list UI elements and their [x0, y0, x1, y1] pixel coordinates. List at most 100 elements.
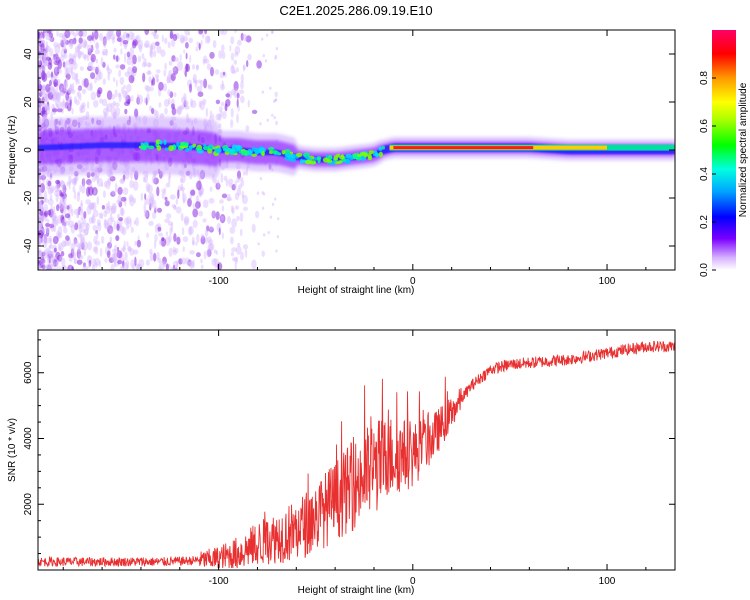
noise-speck: [79, 92, 82, 102]
noise-speck: [95, 75, 102, 81]
noise-speck: [64, 101, 69, 109]
noise-speck: [45, 227, 50, 237]
noise-speck: [145, 97, 148, 106]
noise-speck: [88, 202, 95, 211]
noise-speck: [184, 100, 189, 107]
noise-speck: [95, 173, 98, 181]
noise-speck: [70, 178, 76, 184]
noise-speck: [79, 104, 84, 114]
noise-speck: [220, 215, 224, 221]
noise-speck: [233, 257, 238, 262]
noise-speck: [83, 228, 89, 236]
noise-speck: [47, 209, 52, 216]
noise-speck: [183, 217, 189, 226]
noise-speck: [120, 178, 125, 183]
noise-speck: [196, 233, 200, 243]
noise-speck: [43, 54, 47, 62]
noise-speck: [206, 35, 211, 43]
noise-speck: [273, 116, 276, 120]
noise-speck: [148, 198, 154, 208]
noise-speck: [191, 236, 195, 246]
noise-speck: [179, 186, 186, 192]
noise-speck: [72, 32, 79, 37]
noise-speck: [43, 30, 48, 37]
noise-speck: [56, 180, 61, 189]
noise-speck: [107, 200, 110, 209]
noise-speck: [172, 33, 178, 42]
noise-speck: [114, 89, 118, 98]
noise-speck: [211, 113, 215, 123]
noise-speck: [102, 38, 107, 48]
noise-speck: [196, 41, 199, 46]
noise-speck: [221, 205, 225, 212]
noise-speck: [124, 217, 130, 225]
noise-speck: [230, 236, 234, 245]
noise-speck: [155, 110, 159, 118]
noise-speck: [47, 91, 54, 100]
noise-speck: [154, 205, 158, 212]
noise-speck: [41, 235, 48, 243]
noise-speck: [164, 37, 168, 45]
noise-speck: [168, 234, 172, 243]
noise-speck: [170, 266, 175, 270]
noise-speck: [39, 66, 42, 74]
noise-speck: [38, 187, 41, 196]
noise-speck: [91, 214, 95, 224]
noise-speck: [219, 214, 226, 224]
noise-speck: [53, 205, 56, 215]
band-mid: [38, 128, 675, 169]
noise-speck: [44, 114, 48, 120]
noise-speck: [218, 106, 223, 113]
noise-speck: [74, 175, 79, 182]
noise-speck: [207, 236, 212, 244]
noise-speck: [53, 215, 59, 225]
ridge-blob: [296, 152, 303, 158]
ridge-blob: [140, 142, 144, 146]
noise-speck: [47, 62, 53, 70]
noise-speck: [115, 55, 119, 62]
noise-speck: [216, 250, 219, 256]
noise-speck: [55, 251, 61, 261]
noise-speck: [112, 252, 118, 262]
ridge-blob: [305, 155, 311, 160]
noise-speck: [106, 66, 110, 71]
noise-speck: [46, 264, 52, 270]
noise-speck: [192, 203, 195, 209]
noise-speck: [171, 204, 176, 208]
noise-speck: [157, 207, 162, 213]
noise-speck: [196, 180, 202, 191]
noise-speck: [38, 182, 41, 192]
noise-speck: [86, 179, 92, 186]
noise-speck: [91, 264, 96, 270]
noise-speck: [198, 100, 202, 108]
noise-speck: [161, 192, 165, 200]
noise-speck: [153, 252, 157, 262]
noise-speck: [174, 205, 177, 210]
noise-speck: [79, 232, 83, 242]
noise-speck: [56, 30, 59, 37]
ridge-blob: [233, 148, 239, 154]
noise-speck: [80, 199, 83, 207]
noise-speck: [239, 212, 244, 223]
noise-speck: [188, 37, 193, 43]
noise-speck: [192, 77, 196, 84]
noise-speck: [234, 51, 239, 57]
noise-speck: [118, 217, 124, 222]
noise-speck: [215, 99, 221, 105]
noise-speck: [190, 98, 194, 108]
noise-speck: [64, 101, 68, 109]
colorbar-label: Normalized spectral amplitude: [738, 82, 749, 217]
noise-speck: [54, 97, 58, 107]
noise-speck: [93, 235, 98, 245]
noise-speck: [114, 182, 118, 193]
noise-speck: [199, 190, 202, 198]
noise-speck: [53, 88, 57, 95]
noise-speck: [261, 90, 264, 94]
noise-speck: [165, 263, 169, 270]
noise-speck: [206, 63, 211, 71]
ridge-blob: [140, 146, 144, 150]
noise-speck: [124, 71, 131, 78]
noise-speck: [151, 199, 157, 209]
noise-speck: [93, 100, 99, 108]
noise-speck: [56, 183, 60, 192]
